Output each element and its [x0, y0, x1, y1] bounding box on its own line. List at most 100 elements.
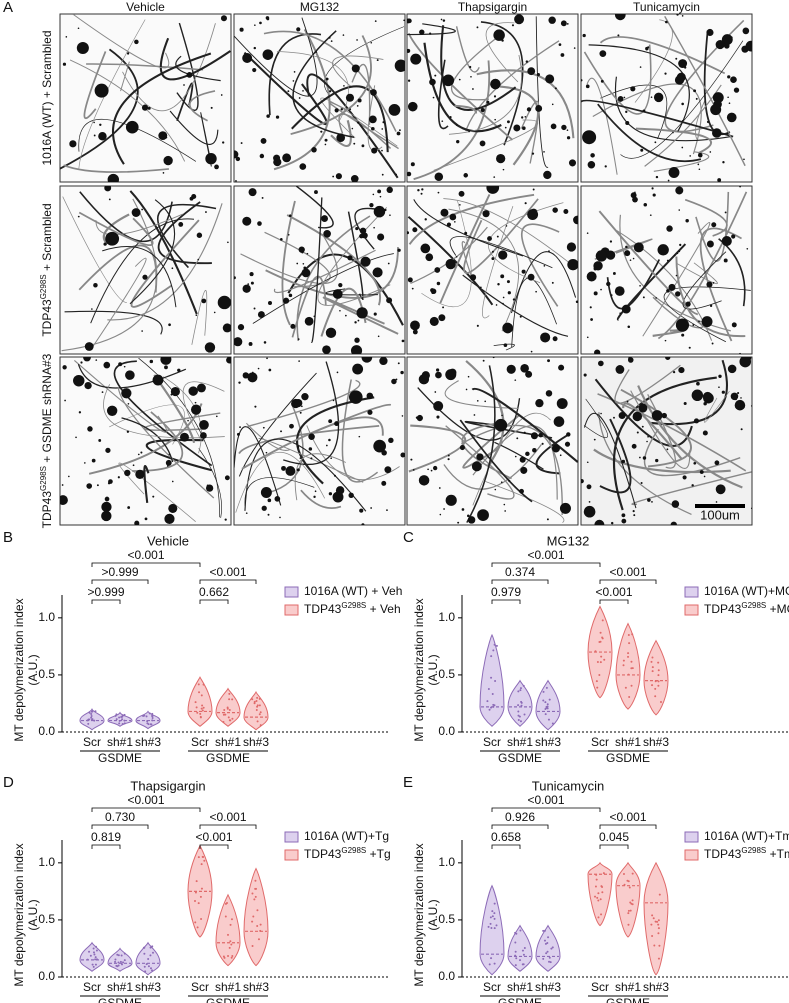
micrograph — [59, 13, 232, 183]
violin-point-texture — [657, 957, 660, 960]
neurite — [351, 63, 371, 125]
legend-swatch — [284, 831, 299, 843]
puncta — [653, 92, 664, 103]
puncta — [524, 115, 527, 118]
violin-point-texture — [601, 891, 604, 894]
puncta — [401, 415, 404, 417]
puncta — [514, 14, 525, 25]
violin-point-texture — [118, 716, 121, 719]
panel-letter: E — [403, 774, 413, 791]
puncta — [415, 416, 419, 419]
puncta — [506, 364, 516, 374]
soma — [234, 337, 243, 347]
puncta — [730, 392, 739, 401]
violin-point-texture — [657, 669, 660, 672]
puncta — [548, 250, 550, 252]
puncta — [442, 19, 446, 22]
puncta — [521, 269, 526, 274]
puncta — [706, 281, 713, 288]
violin-point-texture — [523, 713, 526, 716]
violin-point-texture — [90, 715, 93, 718]
violin-point-texture — [118, 722, 121, 725]
violin-point-texture — [517, 704, 520, 707]
neurite — [240, 233, 338, 284]
violin-point-texture — [627, 912, 630, 915]
neurite — [455, 26, 480, 73]
y-axis-label: MT depolymerization index — [12, 843, 26, 986]
group-label: GSDME — [498, 996, 542, 1003]
puncta — [96, 484, 99, 487]
puncta — [302, 262, 305, 265]
puncta — [313, 495, 316, 499]
puncta — [511, 24, 515, 27]
puncta — [722, 161, 725, 164]
puncta — [464, 231, 468, 235]
neurite — [129, 199, 176, 305]
puncta — [441, 120, 444, 122]
puncta — [190, 404, 202, 415]
violin — [215, 893, 241, 967]
puncta — [502, 302, 504, 305]
p-value: 0.979 — [491, 585, 521, 599]
violin-point-texture — [115, 718, 118, 721]
texture — [234, 16, 405, 182]
soma — [615, 365, 625, 374]
puncta — [127, 506, 131, 509]
neurite — [78, 19, 146, 169]
puncta — [289, 423, 294, 429]
puncta — [323, 229, 331, 238]
puncta — [492, 357, 495, 359]
legend-label-part: TDP43 — [704, 847, 742, 861]
soma — [379, 357, 388, 366]
violin-point-texture — [258, 697, 261, 700]
violin-point-texture — [514, 954, 517, 957]
violin-point-texture — [490, 957, 493, 960]
puncta — [61, 484, 64, 486]
puncta — [564, 441, 571, 447]
violin-point-texture — [629, 901, 632, 904]
puncta — [505, 225, 508, 227]
puncta — [750, 405, 752, 407]
puncta — [261, 196, 264, 199]
violin-point-texture — [488, 963, 491, 966]
puncta — [467, 375, 470, 378]
puncta — [183, 84, 185, 86]
violin-point-texture — [227, 716, 230, 719]
violin-point-texture — [515, 932, 518, 935]
puncta — [107, 173, 120, 182]
legend-label-part: +Tg — [366, 847, 390, 861]
neurite — [273, 249, 376, 294]
puncta — [726, 112, 737, 123]
texture — [407, 14, 577, 182]
puncta — [681, 333, 685, 337]
puncta — [349, 108, 352, 111]
puncta — [639, 66, 642, 68]
puncta — [493, 176, 496, 178]
violin-point-texture — [596, 686, 599, 689]
puncta — [714, 460, 720, 466]
puncta — [248, 342, 253, 346]
puncta — [556, 398, 568, 409]
puncta — [717, 178, 722, 182]
violin-point-texture — [542, 957, 545, 960]
neurite — [657, 191, 748, 340]
puncta — [372, 193, 375, 196]
puncta — [95, 359, 98, 361]
puncta — [171, 480, 174, 483]
puncta — [382, 121, 385, 124]
puncta — [144, 517, 148, 521]
puncta — [522, 126, 526, 130]
puncta — [676, 252, 679, 255]
group-label: GSDME — [206, 751, 250, 765]
neurite — [291, 275, 327, 338]
puncta — [675, 57, 678, 60]
group-label: GSDME — [98, 751, 142, 765]
violin-point-texture — [257, 938, 260, 941]
soma — [373, 439, 386, 453]
puncta — [370, 507, 373, 509]
puncta — [168, 503, 178, 513]
puncta — [275, 115, 280, 119]
puncta — [292, 80, 295, 82]
puncta — [624, 250, 631, 257]
